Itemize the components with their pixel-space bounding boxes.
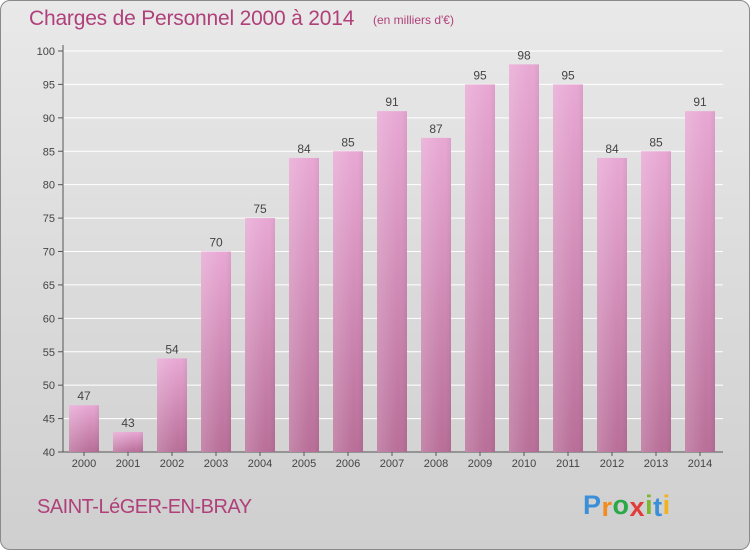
- logo-letter: r: [601, 492, 613, 522]
- y-tick-label: 60: [43, 313, 55, 325]
- bar: [685, 111, 715, 453]
- data-label: 84: [605, 142, 619, 156]
- data-labels: 47 43 54 70 75 84 85 91 87 95 98 95 84 85 91: [77, 48, 707, 430]
- x-tick-label: 2001: [116, 458, 140, 470]
- proxiti-logo: Proxiti: [583, 490, 671, 522]
- bar: [333, 151, 363, 452]
- bar: [157, 358, 187, 452]
- x-tick-label: 2012: [600, 458, 624, 470]
- y-tick-label: 40: [43, 447, 55, 459]
- x-tick-label: 2013: [644, 458, 668, 470]
- data-label: 95: [473, 68, 487, 82]
- logo-letter: t: [653, 492, 663, 522]
- bar: [509, 64, 539, 452]
- data-label: 95: [561, 68, 575, 82]
- x-tick-label: 2011: [556, 458, 580, 470]
- x-tick-label: 2007: [380, 458, 404, 470]
- bar: [289, 157, 319, 452]
- x-tick-label: 2005: [292, 458, 316, 470]
- data-label: 75: [253, 202, 267, 216]
- logo-letter: i: [645, 490, 654, 520]
- y-tick-label: 65: [43, 280, 55, 292]
- bars: [69, 64, 715, 453]
- data-label: 91: [385, 95, 399, 109]
- x-tick-label: 2009: [468, 458, 492, 470]
- bar: [553, 84, 583, 453]
- logo-letter: x: [629, 492, 646, 522]
- y-tick-label: 50: [43, 380, 55, 392]
- data-label: 54: [165, 342, 179, 356]
- y-tick-labels: 40 45 50 55 60 65 70 75 80 85 90 95 100: [37, 46, 55, 459]
- data-label: 85: [341, 135, 355, 149]
- x-tick-label: 2003: [204, 458, 228, 470]
- chart-subtitle: (en milliers d'€): [373, 13, 454, 27]
- x-tick-label: 2002: [160, 458, 184, 470]
- x-tick-label: 2000: [72, 458, 96, 470]
- data-label: 47: [77, 389, 91, 403]
- data-label: 98: [517, 48, 531, 62]
- y-tick-label: 75: [43, 213, 55, 225]
- bar: [597, 157, 627, 452]
- y-tick-label: 45: [43, 414, 55, 426]
- y-tick-label: 85: [43, 146, 55, 158]
- x-tick-label: 2010: [512, 458, 536, 470]
- data-label: 87: [429, 122, 443, 136]
- bar: [201, 251, 231, 452]
- y-tick-label: 95: [43, 79, 55, 91]
- location-label: SAINT-LéGER-EN-BRAY: [37, 496, 252, 518]
- bar: [113, 431, 143, 452]
- x-tick-labels: 2000 2001 2002 2003 2004 2005 2006 2007 2008 2009…: [72, 458, 712, 470]
- bar: [245, 218, 275, 452]
- x-tick-label: 2006: [336, 458, 360, 470]
- bar: [69, 405, 99, 452]
- x-tick-label: 2008: [424, 458, 448, 470]
- y-tick-label: 100: [37, 46, 55, 58]
- data-label: 85: [649, 135, 663, 149]
- y-tick-label: 55: [43, 347, 55, 359]
- chart-title: Charges de Personnel 2000 à 2014: [29, 7, 355, 30]
- logo-letter: o: [612, 490, 630, 520]
- bar: [377, 111, 407, 453]
- y-tick-label: 80: [43, 180, 55, 192]
- data-label: 91: [693, 95, 707, 109]
- data-label: 43: [121, 416, 135, 430]
- data-label: 70: [209, 236, 223, 250]
- bar: [465, 84, 495, 453]
- bar: [641, 151, 671, 452]
- y-tick-label: 70: [43, 247, 55, 259]
- x-tick-label: 2004: [248, 458, 272, 470]
- logo-letter: P: [583, 490, 602, 520]
- logo-letter: i: [662, 490, 671, 520]
- y-tick-label: 90: [43, 113, 55, 125]
- x-tick-label: 2014: [688, 458, 712, 470]
- bar: [421, 137, 451, 452]
- data-label: 84: [297, 142, 311, 156]
